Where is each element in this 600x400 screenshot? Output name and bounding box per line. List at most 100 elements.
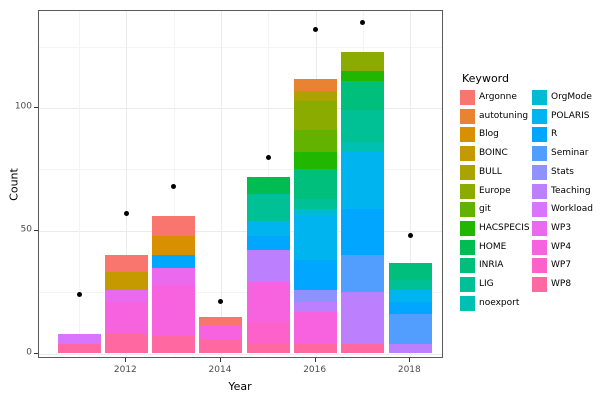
bar-segment xyxy=(104,272,148,290)
legend-swatch xyxy=(460,108,475,124)
legend-item: autotuning xyxy=(460,108,530,124)
legend-swatch xyxy=(460,277,475,292)
bar-segment xyxy=(388,343,432,354)
bar-segment xyxy=(57,343,101,354)
x-tick-label: 2014 xyxy=(208,365,232,375)
legend-label: BOINC xyxy=(479,148,508,159)
legend-swatch xyxy=(460,258,475,274)
legend-label: git xyxy=(479,204,491,215)
bar-segment xyxy=(294,343,338,354)
bar-segment xyxy=(294,100,338,131)
legend-label: INRIA xyxy=(479,260,504,271)
bar-segment xyxy=(104,289,148,302)
data-point xyxy=(123,211,129,217)
data-point xyxy=(407,233,413,239)
legend-swatch xyxy=(532,239,547,255)
bar-segment xyxy=(246,235,290,251)
data-point xyxy=(313,26,319,32)
bar-segment xyxy=(388,279,432,290)
legend-label: Blog xyxy=(479,129,499,140)
legend-label: WP4 xyxy=(551,241,572,252)
bar-segment xyxy=(388,289,432,302)
bar-segment xyxy=(246,220,290,236)
bar-segment xyxy=(294,78,338,91)
bar-segment xyxy=(199,316,243,327)
bar-segment xyxy=(152,255,196,268)
legend-swatch xyxy=(460,295,475,311)
data-point xyxy=(265,154,271,160)
legend-swatch xyxy=(460,164,475,180)
x-axis-tick xyxy=(314,358,316,362)
bar-segment xyxy=(294,301,338,312)
bar-segment xyxy=(341,51,385,72)
legend-item: WP7 xyxy=(532,258,600,274)
bar-segment xyxy=(246,193,290,221)
bar-segment xyxy=(294,208,338,216)
legend-item: Teaching xyxy=(532,183,600,199)
bar-segment xyxy=(104,301,148,334)
bar-segment xyxy=(246,321,290,344)
data-point xyxy=(360,19,366,25)
y-tick-label: 0 xyxy=(26,347,32,357)
bar-segment xyxy=(341,152,385,209)
bar-segment xyxy=(199,326,243,339)
x-axis-title: Year xyxy=(228,380,252,393)
legend-item: noexport xyxy=(460,295,530,311)
gridline-y-major xyxy=(39,108,442,109)
legend-label: noexport xyxy=(479,297,520,308)
gridline-y-minor xyxy=(39,46,442,48)
gridline-x-minor xyxy=(79,11,80,357)
legend-item: WP4 xyxy=(532,239,600,255)
legend-item: git xyxy=(460,202,530,218)
bar-segment xyxy=(104,333,148,354)
legend-swatch xyxy=(460,90,475,105)
y-tick-label: 100 xyxy=(14,101,32,112)
gridline-y-minor xyxy=(39,292,442,294)
legend-item: Seminar xyxy=(532,146,600,162)
legend-item: HOME xyxy=(460,239,530,255)
data-point xyxy=(171,184,177,190)
bar-segment xyxy=(341,208,385,256)
legend-item: Europe xyxy=(460,183,530,199)
legend-item: Blog xyxy=(460,127,530,143)
bar-segment xyxy=(152,216,196,236)
bar-segment xyxy=(341,110,385,143)
y-axis-tick xyxy=(34,352,38,354)
bar-segment xyxy=(104,255,148,273)
bar-segment xyxy=(341,292,385,344)
legend-label: LIG xyxy=(479,279,494,289)
bar-segment xyxy=(294,311,338,344)
bar-segment xyxy=(341,71,385,81)
y-axis-title: Count xyxy=(7,168,21,201)
bar-segment xyxy=(388,314,432,344)
legend-swatch xyxy=(532,90,547,105)
x-axis-tick xyxy=(125,358,127,362)
data-point xyxy=(76,292,82,298)
legend-swatch xyxy=(460,220,475,236)
legend-swatch xyxy=(532,164,547,180)
legend-label: OrgMode xyxy=(551,92,592,102)
bar-segment xyxy=(57,333,101,344)
bar-segment xyxy=(388,262,432,280)
bar-segment xyxy=(246,250,290,283)
legend-item: HACSPECIS xyxy=(460,220,530,236)
legend-swatch xyxy=(460,239,475,255)
legend-swatch xyxy=(460,202,475,218)
legend-item: WP8 xyxy=(532,277,600,292)
legend-item: WP3 xyxy=(532,220,600,236)
y-axis-tick xyxy=(34,107,38,108)
gridline-x-major xyxy=(126,11,128,357)
legend-swatch xyxy=(532,183,547,199)
legend-item: BULL xyxy=(460,164,530,180)
legend-label: autotuning xyxy=(479,110,529,121)
legend-label: WP8 xyxy=(551,279,572,289)
gridline-y-major xyxy=(39,353,442,355)
bar-segment xyxy=(341,343,385,354)
legend-label: Seminar xyxy=(551,148,589,159)
legend-label: WP3 xyxy=(551,222,572,233)
legend-item: OrgMode xyxy=(532,90,600,105)
gridline-x-minor xyxy=(173,11,175,357)
legend-label: HOME xyxy=(479,241,507,252)
legend-swatch xyxy=(460,146,475,162)
